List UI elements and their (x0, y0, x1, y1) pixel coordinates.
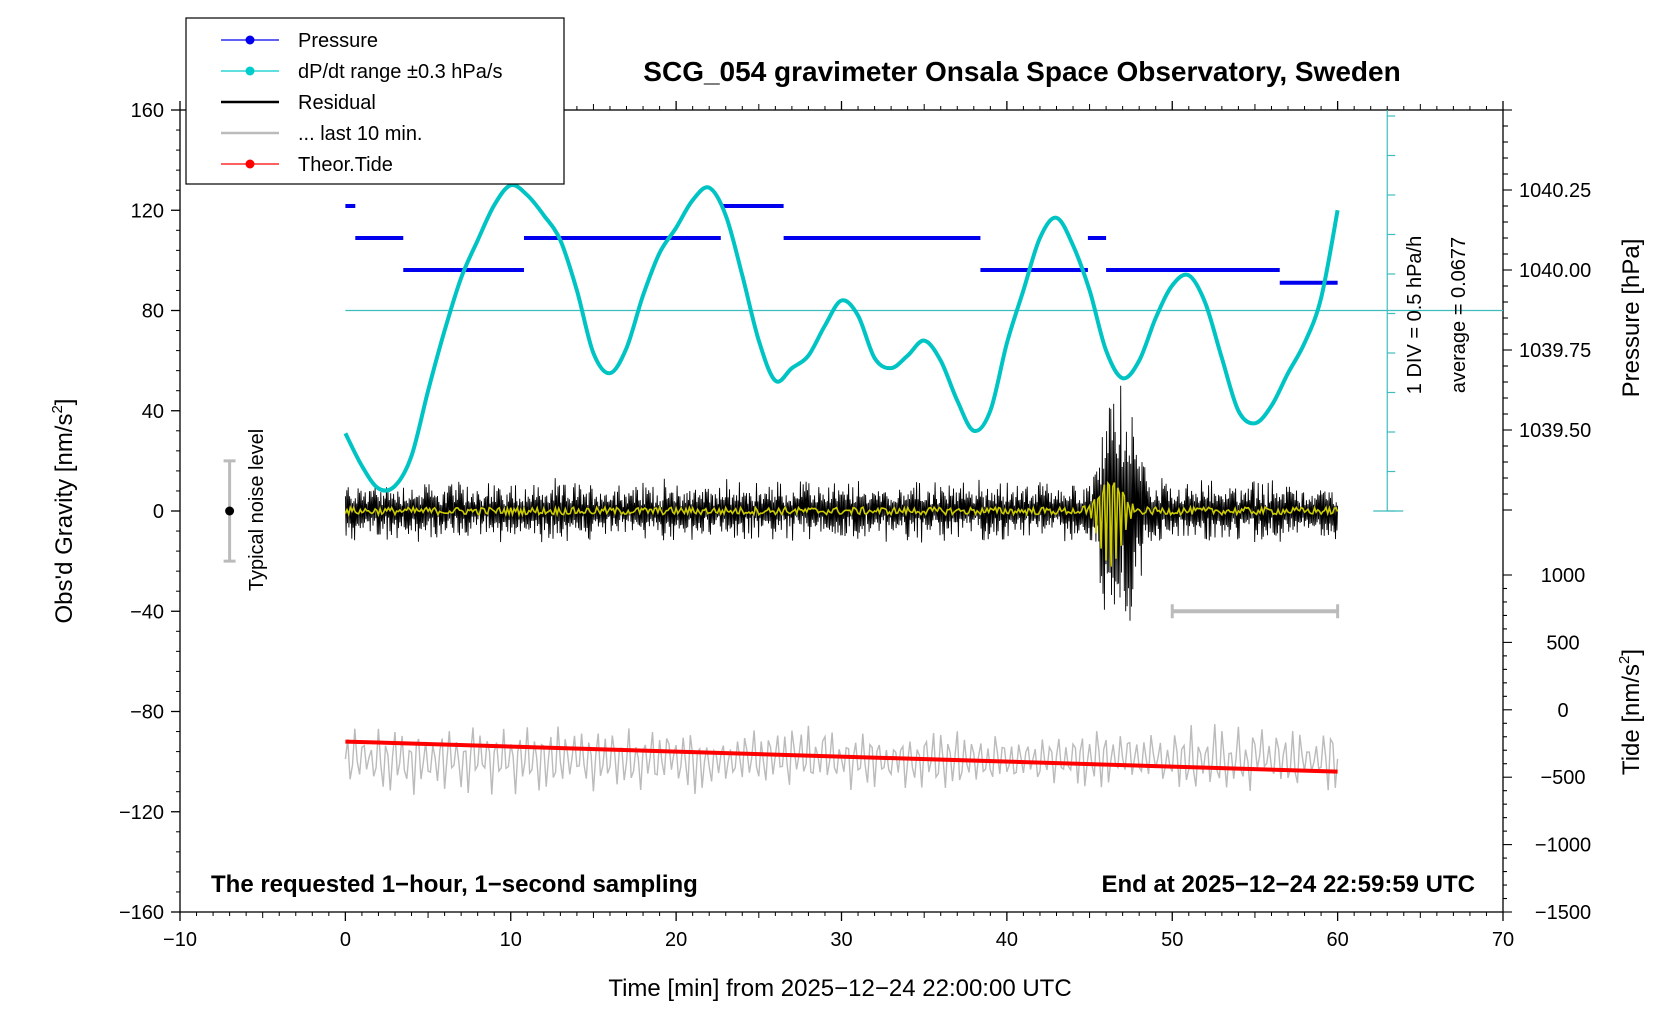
tide-tick-label: 0 (1557, 700, 1568, 722)
tide-axis-label-sup: 2 (1616, 656, 1633, 664)
x-tick-label: −10 (163, 929, 197, 951)
pressure-tick-label: 1039.75 (1519, 340, 1591, 362)
legend-label: Pressure (298, 30, 378, 52)
y-tick-label: 80 (142, 301, 164, 323)
pressure-tick-label: 1040.00 (1519, 260, 1591, 282)
dpdt-line (343, 182, 1340, 493)
x-tick-label: 10 (500, 929, 522, 951)
noise-level-dot (225, 506, 235, 516)
y-axis-label-left: Obs'd Gravity [nm/s2] (49, 399, 78, 624)
y-tick-label: −80 (130, 702, 164, 724)
pressure-tick-label: 1040.25 (1519, 180, 1591, 202)
y-tick-label: −120 (119, 802, 164, 824)
tide-tick-label: −1000 (1535, 835, 1591, 857)
y-tick-label: −160 (119, 902, 164, 924)
x-tick-label: 30 (830, 929, 852, 951)
y-tick-label: 40 (142, 401, 164, 423)
x-tick-label: 20 (665, 929, 687, 951)
legend-swatch-marker (245, 66, 255, 76)
dpdt-div-label: 1 DIV = 0.5 hPa/h (1404, 236, 1426, 394)
y-axis-label-left-end: ] (51, 399, 78, 406)
residual-line (344, 385, 1339, 621)
legend-swatch-marker (245, 35, 255, 45)
axes-layer: −10 0 10 20 30 40 50 60 70 160 120 80 40 0 −40 −80 −120 −… (119, 100, 1591, 951)
legend-label: Residual (298, 92, 376, 114)
pressure-tick-label: 1039.50 (1519, 420, 1591, 442)
dpdt-average-label: average = 0.0677 (1448, 237, 1470, 393)
tide-axis-label: Tide [nm/s2] (1616, 649, 1645, 775)
x-tick-label: 70 (1492, 929, 1514, 951)
theoretical-tide-line (345, 739, 1338, 774)
sampling-note: The requested 1−hour, 1−second sampling (211, 871, 698, 898)
legend-label: Theor.Tide (298, 154, 393, 176)
y-tick-label: −40 (130, 601, 164, 623)
legend: Pressure dP/dt range ±0.3 hPa/s Residual..… (185, 17, 565, 185)
residual-smoothed-line (344, 480, 1339, 567)
end-time-note: End at 2025−12−24 22:59:59 UTC (1101, 871, 1475, 898)
reference-layer (345, 110, 1503, 512)
noise-level-label: Typical noise level (246, 429, 268, 591)
chart-title: SCG_054 gravimeter Onsala Space Observat… (643, 56, 1400, 87)
y-axis-label-left-main: Obs'd Gravity [nm/s (51, 414, 78, 624)
x-axis-label: Time [min] from 2025−12−24 22:00:00 UTC (608, 975, 1071, 1002)
pressure-axis-label: Pressure [hPa] (1618, 239, 1645, 398)
legend-swatch-marker (245, 159, 255, 169)
x-tick-label: 40 (996, 929, 1018, 951)
last-10-min-line (344, 724, 1339, 795)
tide-axis-label-main: Tide [nm/s (1618, 664, 1645, 775)
y-tick-label: 160 (131, 100, 164, 122)
tide-tick-label: 500 (1546, 632, 1579, 654)
tide-tick-label: 1000 (1541, 565, 1586, 587)
series-layer (223, 182, 1340, 795)
tide-tick-label: −500 (1540, 767, 1585, 789)
legend-label: ... last 10 min. (298, 123, 423, 145)
x-tick-label: 60 (1327, 929, 1349, 951)
tide-axis-label-end: ] (1618, 649, 1645, 656)
y-tick-label: 0 (153, 501, 164, 523)
tide-tick-label: −1500 (1535, 902, 1591, 924)
x-tick-label: 0 (340, 929, 351, 951)
y-tick-label: 120 (131, 200, 164, 222)
y-axis-label-left-sup: 2 (49, 405, 66, 413)
legend-label: dP/dt range ±0.3 hPa/s (298, 61, 502, 83)
x-tick-label: 50 (1161, 929, 1183, 951)
